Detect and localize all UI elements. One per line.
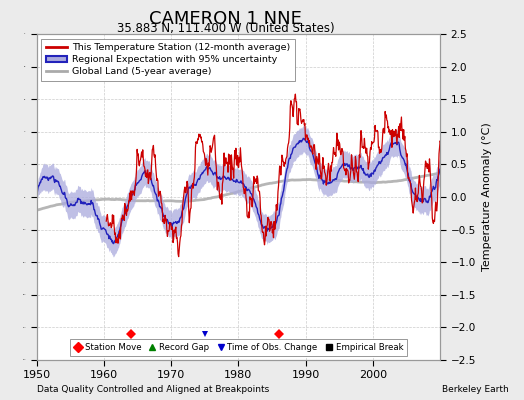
Legend: Station Move, Record Gap, Time of Obs. Change, Empirical Break: Station Move, Record Gap, Time of Obs. C… — [70, 339, 407, 356]
Y-axis label: Temperature Anomaly (°C): Temperature Anomaly (°C) — [482, 123, 492, 271]
Text: 35.883 N, 111.400 W (United States): 35.883 N, 111.400 W (United States) — [116, 22, 334, 35]
Text: CAMERON 1 NNE: CAMERON 1 NNE — [149, 10, 302, 28]
Text: Data Quality Controlled and Aligned at Breakpoints: Data Quality Controlled and Aligned at B… — [37, 385, 269, 394]
Text: Berkeley Earth: Berkeley Earth — [442, 385, 508, 394]
